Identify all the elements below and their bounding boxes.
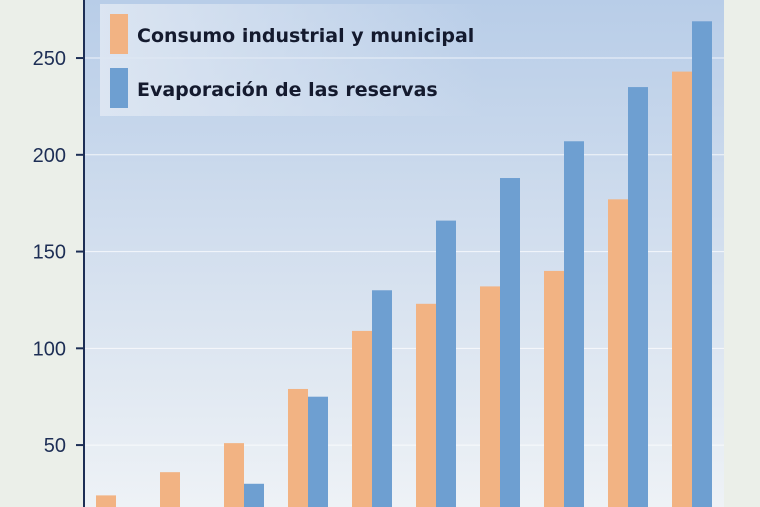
bar-consumo-5 xyxy=(352,330,372,507)
bar-evaporacion-7 xyxy=(500,178,520,507)
bar-evaporacion-9 xyxy=(628,87,648,507)
bar-consumo-7 xyxy=(480,286,500,507)
bar-evaporacion-3 xyxy=(244,483,264,507)
bar-consumo-1 xyxy=(96,495,116,507)
y-tick-label: 100 xyxy=(33,338,66,360)
right-margin xyxy=(724,0,760,507)
bar-evaporacion-8 xyxy=(564,141,584,507)
bar-consumo-8 xyxy=(544,270,564,507)
bar-consumo-2 xyxy=(160,472,180,507)
legend-swatch-consumo xyxy=(110,14,128,54)
y-tick-label: 50 xyxy=(44,435,66,457)
bar-consumo-4 xyxy=(288,388,308,507)
y-tick-label: 150 xyxy=(33,242,66,264)
y-axis-ticks: 50 100 150 200 250 xyxy=(33,48,84,457)
bar-consumo-3 xyxy=(224,443,244,507)
bars xyxy=(96,21,712,507)
bar-consumo-6 xyxy=(416,303,436,507)
bar-evaporacion-4 xyxy=(308,396,328,507)
y-tick-label: 200 xyxy=(33,145,66,167)
legend: Consumo industrial y municipal Evaporaci… xyxy=(100,4,485,116)
legend-swatch-evaporacion xyxy=(110,68,128,108)
bar-evaporacion-10 xyxy=(692,21,712,507)
y-tick-label: 250 xyxy=(33,48,66,70)
bar-consumo-9 xyxy=(608,199,628,507)
legend-label-evaporacion: Evaporación de las reservas xyxy=(137,79,438,101)
legend-background xyxy=(100,4,485,116)
legend-label-consumo: Consumo industrial y municipal xyxy=(137,25,474,47)
bar-evaporacion-6 xyxy=(436,220,456,507)
bar-consumo-10 xyxy=(672,71,692,507)
bar-evaporacion-5 xyxy=(372,290,392,507)
